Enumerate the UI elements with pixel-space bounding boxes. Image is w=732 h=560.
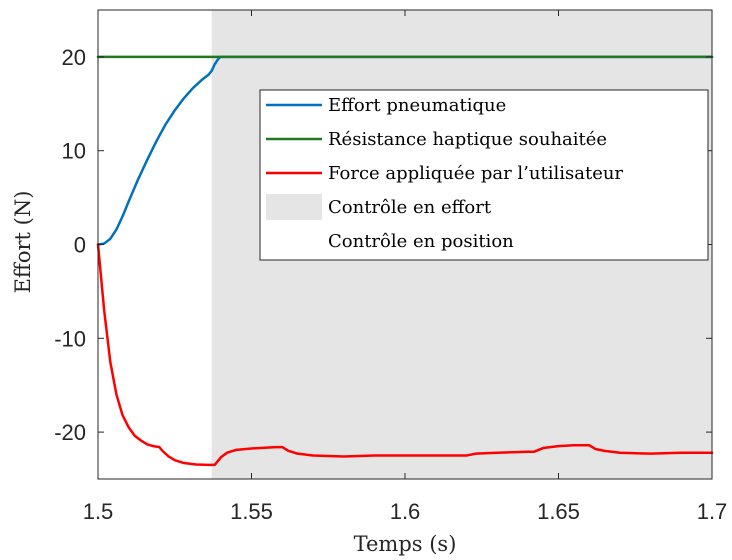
y-tick-label-3: 0 [74, 233, 86, 258]
legend-label-2: Résistance haptique souhaitée [328, 129, 607, 150]
tick-labels: 1.5 1.55 1.6 1.65 1.7 20 10 0 -10 -20 [54, 45, 727, 524]
y-tick-label-5: -20 [54, 420, 86, 445]
legend-swatch-5 [266, 228, 322, 254]
y-tick-label-1: 20 [62, 45, 86, 70]
x-tick-label-1: 1.5 [83, 499, 114, 524]
x-tick-label-5: 1.7 [697, 499, 728, 524]
series-line-3 [96, 243, 714, 467]
legend-label-5: Contrôle en position [328, 231, 514, 252]
legend: Effort pneumatique Résistance haptique so… [259, 89, 709, 261]
y-tick-label-4: -10 [54, 326, 86, 351]
series-lines [96, 55, 714, 467]
legend-label-4: Contrôle en effort [328, 197, 492, 218]
x-tick-label-3: 1.6 [390, 499, 421, 524]
shaded-region-2 [98, 10, 212, 479]
legend-label-3: Force appliquée par l’utilisateur [328, 163, 623, 184]
legend-swatch-4 [266, 194, 322, 220]
tick-marks [97, 10, 713, 479]
y-tick-label-2: 10 [62, 139, 86, 164]
y-axis-title: Effort (N) [11, 191, 35, 294]
x-axis-title: Temps (s) [354, 532, 457, 556]
legend-label-1: Effort pneumatique [328, 95, 506, 116]
x-tick-label-2: 1.55 [230, 499, 273, 524]
legend-box [259, 89, 709, 261]
x-tick-label-4: 1.65 [537, 499, 580, 524]
